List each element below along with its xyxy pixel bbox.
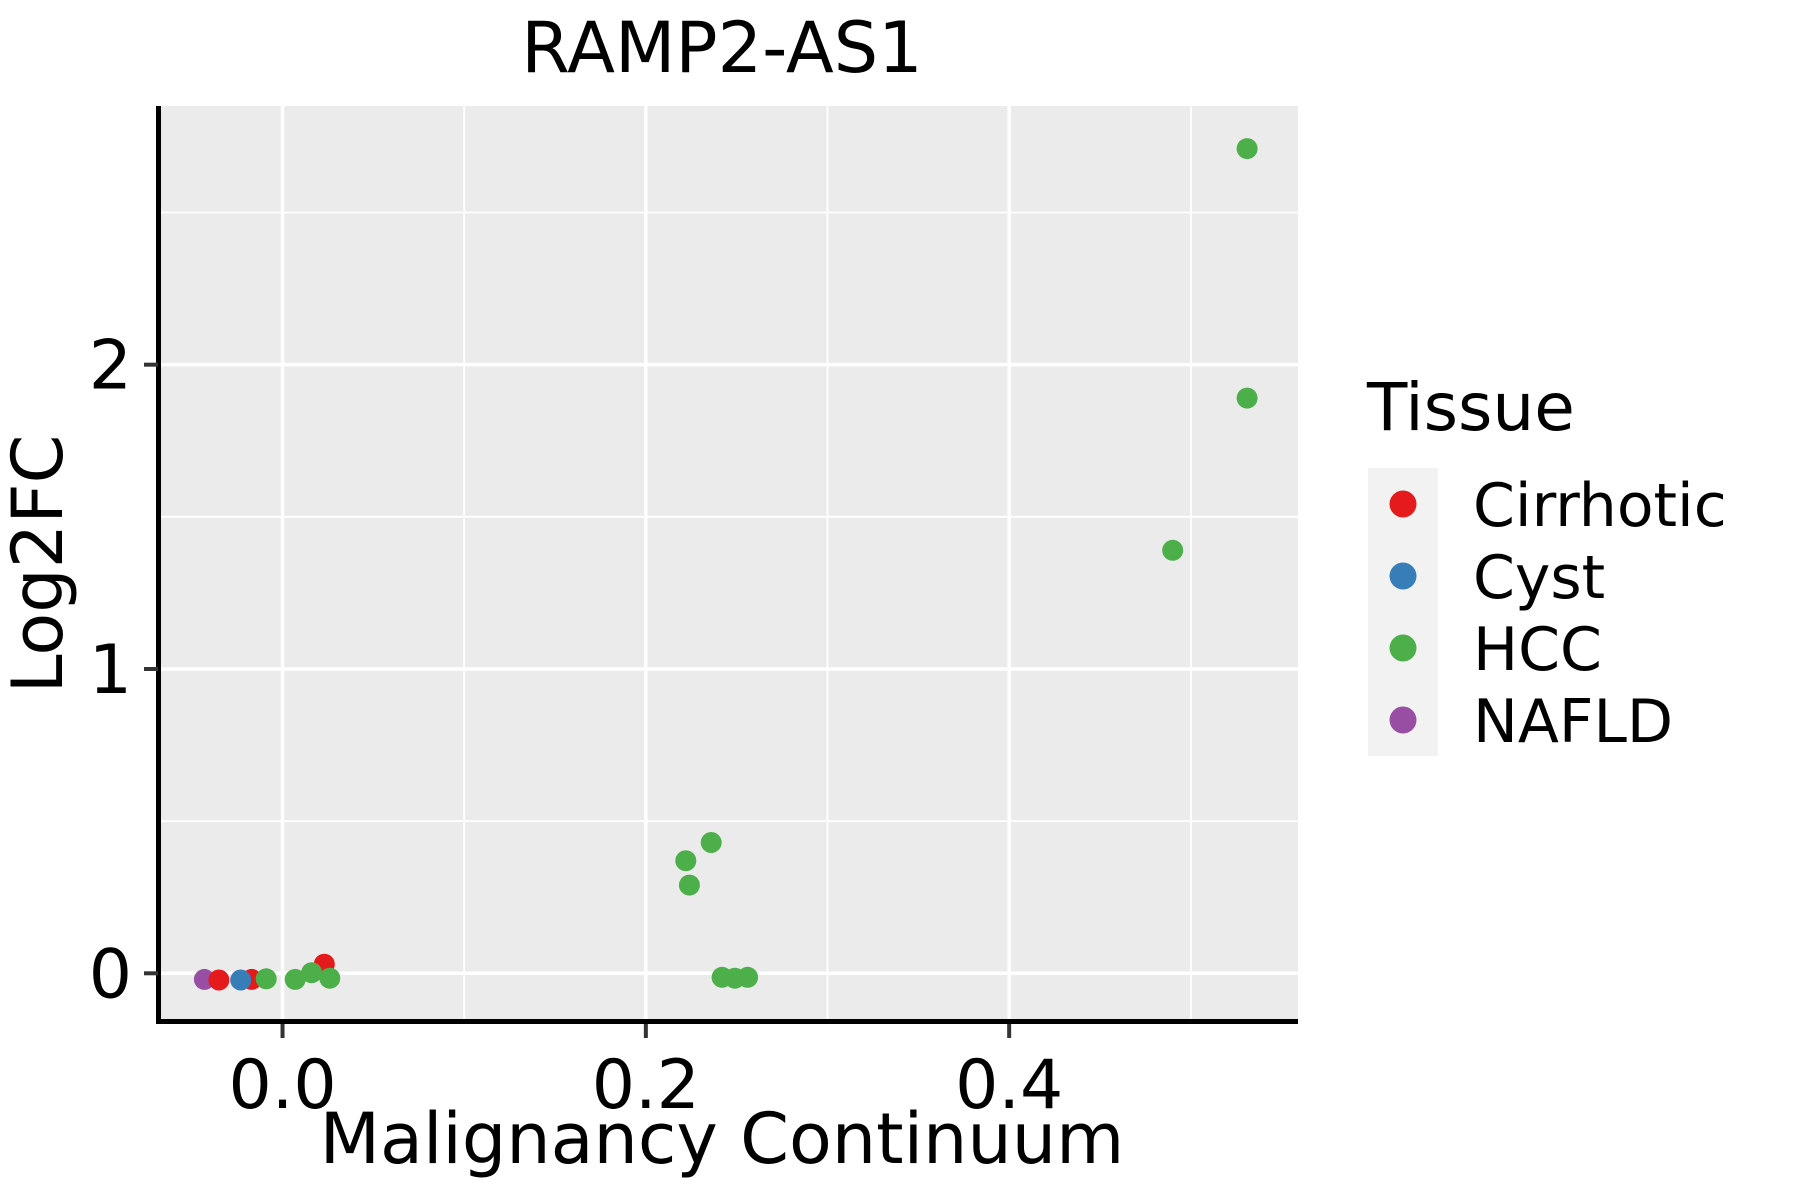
y-axis-title: Log2FC <box>0 435 79 694</box>
data-point <box>737 966 759 988</box>
legend-swatch-icon <box>1389 490 1417 518</box>
data-point <box>675 850 697 872</box>
plot-panel-background <box>159 106 1298 1022</box>
legend-item-label: Cyst <box>1473 543 1605 613</box>
data-point <box>230 969 252 991</box>
data-point <box>1236 387 1258 409</box>
legend-item-label: HCC <box>1473 615 1602 685</box>
x-tick-label: 0.2 <box>592 1046 700 1125</box>
chart-title: RAMP2-AS1 <box>521 7 922 89</box>
data-points-layer <box>193 138 1258 991</box>
data-point <box>1236 138 1258 160</box>
x-tick-label: 0.0 <box>228 1046 336 1125</box>
data-point <box>255 968 277 990</box>
x-tick-label: 0.4 <box>955 1046 1063 1125</box>
data-point <box>678 874 700 896</box>
y-tick-label: 2 <box>89 327 132 406</box>
data-point <box>700 832 722 853</box>
data-point <box>208 969 230 991</box>
legend-swatch-icon <box>1389 706 1417 734</box>
major-gridlines <box>159 106 1298 1022</box>
y-tick-label: 1 <box>89 631 132 710</box>
x-axis-ticks: 0.0 0.2 0.4 <box>228 1024 1063 1125</box>
y-tick-label: 0 <box>89 935 132 1014</box>
y-axis-ticks: 0 1 2 <box>89 327 158 1014</box>
legend-item-label: NAFLD <box>1473 687 1673 757</box>
legend-swatch-icon <box>1389 634 1417 662</box>
minor-gridlines <box>159 106 1298 1022</box>
legend-item-label: Cirrhotic <box>1473 471 1727 541</box>
data-point <box>319 967 341 989</box>
legend-swatch-icon <box>1389 562 1417 590</box>
legend-title: Tissue <box>1366 369 1575 446</box>
x-axis-title: Malignancy Continuum <box>320 1098 1125 1180</box>
data-point <box>284 968 306 990</box>
data-point <box>301 962 323 984</box>
data-point <box>1162 539 1184 561</box>
